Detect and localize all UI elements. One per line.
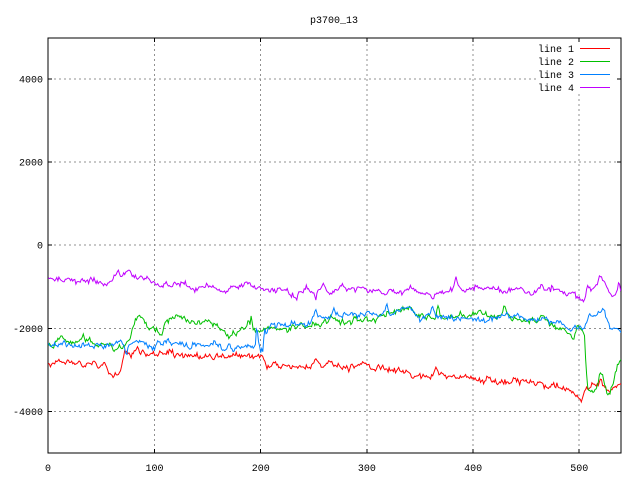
svg-text:200: 200 — [252, 464, 270, 475]
svg-text:0: 0 — [45, 464, 51, 475]
svg-text:0: 0 — [37, 242, 43, 253]
svg-text:2000: 2000 — [19, 159, 43, 170]
svg-text:500: 500 — [570, 464, 588, 475]
svg-text:line 3: line 3 — [538, 70, 574, 82]
svg-text:p3700_13: p3700_13 — [310, 16, 358, 27]
svg-text:400: 400 — [464, 464, 482, 475]
svg-text:4000: 4000 — [19, 75, 43, 86]
svg-text:line 4: line 4 — [538, 83, 574, 95]
svg-text:300: 300 — [358, 464, 376, 475]
svg-text:line 1: line 1 — [538, 44, 574, 56]
svg-text:-4000: -4000 — [13, 408, 43, 419]
svg-text:line 2: line 2 — [538, 57, 574, 69]
svg-text:-2000: -2000 — [13, 325, 43, 336]
svg-text:100: 100 — [145, 464, 163, 475]
